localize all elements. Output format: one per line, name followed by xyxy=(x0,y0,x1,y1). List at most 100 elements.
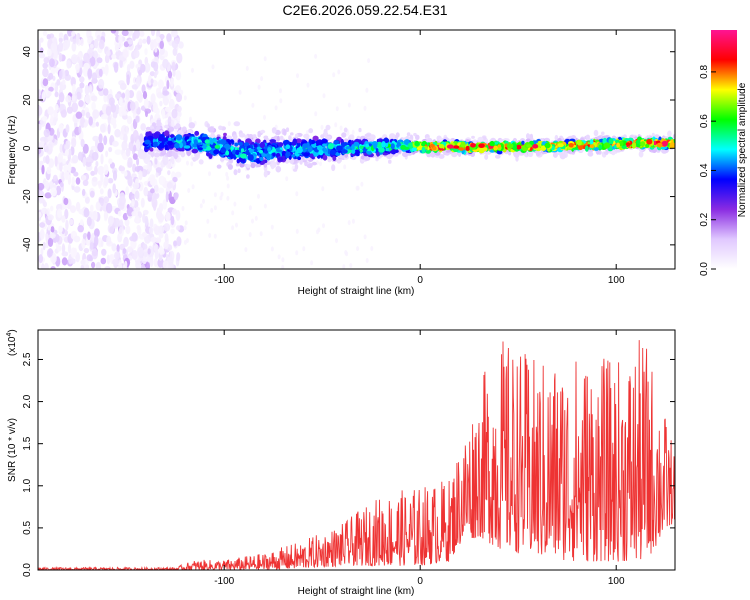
snr-panel: -100 0 100 0.0 0.5 1.0 1.5 2.0 2.5 Height of st… xyxy=(6,329,676,597)
spectrogram-cell xyxy=(365,258,369,263)
spectrogram-cell xyxy=(164,124,169,129)
spectrogram-cell xyxy=(97,142,104,153)
spectrogram-cell xyxy=(174,142,180,149)
spectrogram-cell xyxy=(100,240,104,247)
spectrogram-cell xyxy=(73,247,77,256)
spectrogram-cell xyxy=(223,132,227,137)
spectrogram-cell xyxy=(88,116,93,126)
snr-scale-base: (x10 xyxy=(7,336,18,356)
spectrogram-cell xyxy=(54,103,59,111)
spectrogram-cell xyxy=(621,145,627,149)
spectrogram-cell xyxy=(71,137,77,148)
spectrogram-cell xyxy=(276,135,280,142)
spectrogram-cell xyxy=(113,217,121,227)
spectrogram-cell xyxy=(166,79,170,90)
snr-series-line xyxy=(38,340,675,570)
spectrogram-cell xyxy=(263,135,269,140)
spectrogram-cell xyxy=(191,184,195,190)
spectrogram-cell xyxy=(527,150,534,158)
spectrogram-cell xyxy=(150,188,155,194)
spectrogram-cell xyxy=(121,92,126,99)
spectrogram-cell xyxy=(60,109,67,118)
spectrogram-cell xyxy=(82,156,87,167)
spectrogram-cell xyxy=(154,158,158,165)
spectrogram-cell xyxy=(171,30,178,38)
snr-x-label: Height of straight line (km) xyxy=(298,586,415,597)
spectrogram-cell xyxy=(168,98,175,110)
snr-frame xyxy=(37,329,676,571)
spectrogram-cell xyxy=(351,218,355,224)
spectrogram-cell xyxy=(283,129,287,136)
spectrogram-cell xyxy=(260,129,266,134)
spectrogram-cell xyxy=(129,236,136,242)
spectrogram-marks xyxy=(38,30,675,269)
spectrogram-cell xyxy=(47,237,54,247)
spectrogram-cell xyxy=(209,138,214,145)
spectrogram-cell xyxy=(176,236,182,247)
spectrogram-cell xyxy=(42,30,48,36)
spectrogram-cell xyxy=(260,76,264,82)
spectrogram-cell xyxy=(321,186,325,192)
spectrogram-cell xyxy=(59,103,65,111)
spectrogram-cell xyxy=(388,159,392,164)
spectrogram-cell xyxy=(58,52,63,62)
spectrogram-cell xyxy=(163,223,171,232)
spectrogram-cell xyxy=(164,106,172,112)
spectrogram-cell xyxy=(50,187,57,197)
spectrogram-cell xyxy=(150,30,156,37)
spectrogram-cell xyxy=(58,225,63,233)
spectrogram-cell xyxy=(81,175,87,181)
spectrogram-cell xyxy=(87,37,92,45)
spectrogram-cell xyxy=(248,232,252,238)
spectrogram-cell xyxy=(214,144,220,149)
spectrogram-cell xyxy=(183,225,187,231)
spectrogram-cell xyxy=(667,130,672,138)
spectrogram-cell xyxy=(80,264,84,269)
spectrogram-cell xyxy=(164,144,168,151)
spectrogram-cell xyxy=(142,38,147,44)
spectrogram-cell xyxy=(126,64,131,73)
spectrogram-cell xyxy=(402,151,409,157)
spectrogram-cell xyxy=(158,203,164,213)
spectrogram-cell xyxy=(544,142,551,149)
spectrogram-cell xyxy=(78,100,84,107)
spectrogram-cell xyxy=(166,181,173,189)
spectrogram-cell xyxy=(152,141,158,148)
spectrogram-cell xyxy=(231,210,235,216)
spectrogram-cell xyxy=(117,210,122,217)
spectrogram-cell xyxy=(42,67,49,78)
spectrogram-cell xyxy=(82,263,89,269)
spectrogram-cell xyxy=(38,182,45,191)
spectrogram-cell xyxy=(103,93,108,103)
spectrogram-cell xyxy=(152,191,160,200)
spectrogram-cell xyxy=(139,133,144,144)
spectrogram-cell xyxy=(285,144,291,150)
spectrogram-cell xyxy=(521,140,525,145)
spectrogram-cell xyxy=(142,256,147,265)
spectrogram-cell xyxy=(113,62,119,73)
spectrogram-cell xyxy=(238,89,242,95)
spectrogram-cell xyxy=(451,151,458,158)
spectrogram-cell xyxy=(144,215,149,226)
spectrogram-cell xyxy=(281,257,285,263)
spectrogram-cell xyxy=(107,177,114,184)
spectrogram-cell xyxy=(226,195,230,201)
spectrogram-cell xyxy=(319,161,322,167)
spectrogram-cell xyxy=(296,73,299,79)
spectrogram-cell xyxy=(48,72,54,80)
spectrogram-cell xyxy=(61,215,66,223)
spectrogram-cell xyxy=(253,143,258,148)
spectrogram-cell xyxy=(133,30,140,39)
spectrogram-cell xyxy=(256,146,262,150)
spectrogram-cell xyxy=(157,79,164,89)
spectrogram-cell xyxy=(79,82,85,89)
spectrogram-cell xyxy=(127,157,133,168)
spectrogram-cell xyxy=(341,149,348,154)
spectrogram-cell xyxy=(294,133,299,138)
spectrogram-cell xyxy=(50,205,54,212)
spectrogram-cell xyxy=(132,129,139,141)
spectrogram-cell xyxy=(231,225,235,231)
spectrogram-cell xyxy=(302,143,309,149)
snr-x-tick-label: 0 xyxy=(417,576,423,587)
spectrogram-cell xyxy=(625,142,631,146)
